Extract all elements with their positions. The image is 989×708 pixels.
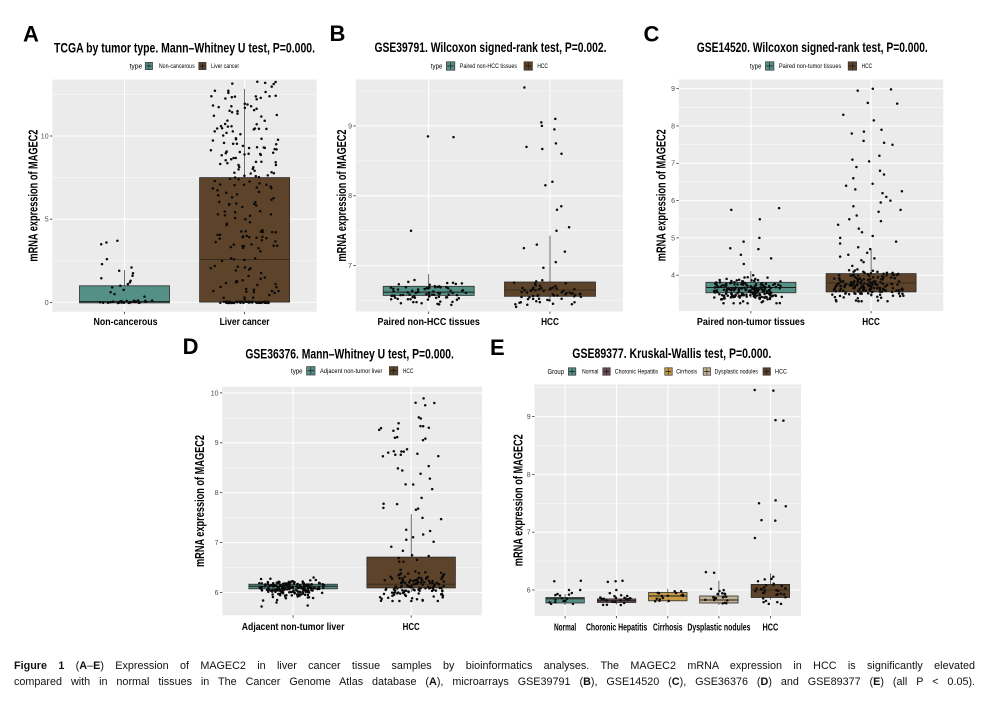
svg-text:type: type (431, 64, 443, 71)
svg-text:HCC: HCC (537, 63, 548, 70)
svg-text:B: B (329, 21, 345, 46)
svg-text:D: D (183, 334, 199, 359)
svg-text:HCC: HCC (403, 621, 420, 633)
svg-text:7: 7 (348, 263, 352, 270)
svg-text:HCC: HCC (403, 368, 414, 375)
svg-text:Normal: Normal (582, 369, 599, 376)
svg-text:Liver cancer: Liver cancer (220, 316, 270, 328)
svg-text:6: 6 (215, 590, 219, 597)
svg-text:10: 10 (211, 390, 219, 397)
svg-text:TCGA by tumor type. Mann–Whitn: TCGA by tumor type. Mann–Whitney U test,… (54, 40, 315, 56)
svg-text:HCC: HCC (775, 369, 787, 376)
svg-text:Group: Group (548, 369, 565, 376)
svg-text:Paired non-HCC tissues: Paired non-HCC tissues (460, 63, 518, 70)
svg-text:Cirrhosis: Cirrhosis (653, 622, 683, 634)
svg-text:Choronic Hepatitis: Choronic Hepatitis (615, 369, 659, 376)
svg-text:mRNA expression of MAGEC2: mRNA expression of MAGEC2 (27, 130, 41, 262)
svg-text:mRNA expression of MAGEC2: mRNA expression of MAGEC2 (511, 434, 525, 566)
svg-text:10: 10 (41, 133, 49, 140)
svg-text:mRNA expression of MAGEC2: mRNA expression of MAGEC2 (655, 129, 669, 261)
svg-text:Adjacent non-tumor liver: Adjacent non-tumor liver (320, 368, 383, 375)
svg-text:HCC: HCC (862, 63, 873, 70)
svg-text:GSE39791. Wilcoxon signed-rank: GSE39791. Wilcoxon signed-rank test, P=0… (375, 39, 607, 55)
svg-text:Non-cancerous: Non-cancerous (94, 316, 158, 328)
svg-text:E: E (490, 335, 505, 360)
svg-text:9: 9 (671, 86, 675, 93)
svg-text:type: type (750, 64, 762, 71)
svg-text:7: 7 (215, 540, 219, 547)
svg-text:4: 4 (671, 273, 675, 280)
svg-text:HCC: HCC (763, 622, 779, 634)
svg-text:6: 6 (671, 198, 675, 205)
svg-text:9: 9 (215, 440, 219, 447)
svg-text:mRNA expression of MAGEC2: mRNA expression of MAGEC2 (193, 435, 207, 567)
svg-text:Paired non-tumor tissues: Paired non-tumor tissues (697, 316, 805, 328)
svg-text:7: 7 (671, 161, 675, 168)
svg-text:9: 9 (348, 123, 352, 130)
svg-text:8: 8 (527, 472, 531, 479)
svg-text:Dysplastic nodules: Dysplastic nodules (715, 369, 759, 376)
svg-text:Cirrhosis: Cirrhosis (676, 369, 698, 376)
svg-text:Choronic Hepatitis: Choronic Hepatitis (586, 622, 647, 634)
svg-text:type: type (130, 64, 143, 71)
svg-text:Liver cancer: Liver cancer (211, 63, 240, 70)
svg-text:8: 8 (348, 193, 352, 200)
svg-text:HCC: HCC (541, 316, 559, 328)
svg-text:Paired non-tumor tissues: Paired non-tumor tissues (779, 63, 842, 70)
svg-text:7: 7 (527, 530, 531, 537)
svg-text:8: 8 (671, 123, 675, 130)
svg-text:type: type (291, 368, 303, 375)
svg-text:Paired non-HCC tissues: Paired non-HCC tissues (377, 316, 480, 328)
svg-text:GSE89377. Kruskal-Wallis test,: GSE89377. Kruskal-Wallis test, P=0.000. (572, 345, 771, 361)
svg-text:GSE14520. Wilcoxon signed-rank: GSE14520. Wilcoxon signed-rank test, P=0… (697, 39, 928, 55)
svg-text:5: 5 (45, 217, 49, 224)
svg-text:A: A (23, 22, 39, 47)
svg-text:C: C (643, 22, 659, 47)
svg-text:Non-cancerous: Non-cancerous (159, 63, 195, 70)
svg-text:8: 8 (215, 490, 219, 497)
svg-text:HCC: HCC (862, 316, 880, 328)
svg-text:5: 5 (671, 235, 675, 242)
svg-text:Adjacent non-tumor liver: Adjacent non-tumor liver (242, 621, 345, 633)
svg-text:0: 0 (45, 300, 49, 307)
svg-text:6: 6 (527, 587, 531, 594)
svg-text:9: 9 (527, 414, 531, 421)
svg-text:Normal: Normal (554, 622, 576, 634)
svg-text:GSE36376. Mann–Whitney U test,: GSE36376. Mann–Whitney U test, P=0.000. (245, 345, 454, 361)
svg-text:mRNA expression of MAGEC2: mRNA expression of MAGEC2 (335, 129, 349, 261)
svg-text:Dysplastic nodules: Dysplastic nodules (687, 622, 750, 634)
